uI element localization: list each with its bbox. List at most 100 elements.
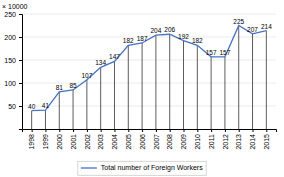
x-tick: 2004 xyxy=(111,129,118,150)
x-tick: 2012 xyxy=(222,129,229,150)
stem xyxy=(183,41,184,129)
stem xyxy=(100,67,101,129)
x-tick-mark xyxy=(101,129,102,132)
x-tick-mark xyxy=(253,129,254,132)
y-tick-mark xyxy=(19,60,22,61)
x-tick-label: 2009 xyxy=(180,134,187,150)
data-label: 157 xyxy=(206,49,217,56)
x-tick-mark xyxy=(239,129,240,132)
stem xyxy=(86,80,87,129)
data-labels: 4041818510713414718218720420619218215715… xyxy=(28,18,272,110)
marks xyxy=(32,26,267,130)
data-label: 214 xyxy=(261,23,272,30)
x-tick-mark xyxy=(225,129,226,132)
data-label: 157 xyxy=(219,49,230,56)
x-tick-label: 2003 xyxy=(97,134,104,150)
x-tick: 2001 xyxy=(70,129,77,150)
y-tick-mark xyxy=(19,14,22,15)
data-label: 134 xyxy=(95,59,106,66)
data-label: 81 xyxy=(56,84,64,91)
x-tick-mark xyxy=(128,129,129,132)
y-tick-mark xyxy=(19,106,22,107)
data-label: 107 xyxy=(81,72,92,79)
data-label: 207 xyxy=(247,26,258,33)
x-tick-label: 2015 xyxy=(263,134,270,150)
x-tick: 2009 xyxy=(180,129,187,150)
x-tick: 1998 xyxy=(28,129,35,150)
x-tick: 2007 xyxy=(153,129,160,150)
y-tick-label: 250 xyxy=(4,11,16,18)
data-label: 41 xyxy=(42,102,50,109)
x-tick-mark xyxy=(73,129,74,132)
y-tick-label: 50 xyxy=(8,103,16,110)
x-tick-mark xyxy=(87,129,88,132)
stem xyxy=(45,110,46,129)
x-tick-label: 2007 xyxy=(153,134,160,150)
stem xyxy=(128,45,129,129)
grid-line xyxy=(22,60,276,61)
x-tick-mark xyxy=(142,129,143,132)
data-label: 187 xyxy=(137,35,148,42)
y-axis: 50 100 150 200 250 xyxy=(4,11,22,130)
stem xyxy=(142,43,143,129)
x-tick-mark xyxy=(266,129,267,132)
x-tick: 2003 xyxy=(97,129,104,150)
x-axis-line xyxy=(23,130,277,133)
y-tick-mark xyxy=(19,37,22,38)
x-axis: 1998199920002001200220032004200520062007… xyxy=(23,129,277,150)
x-tick: 2015 xyxy=(263,129,270,150)
x-tick-mark xyxy=(197,129,198,132)
x-tick-label: 2011 xyxy=(208,134,215,149)
legend-box xyxy=(78,161,206,175)
x-tick-label: 2008 xyxy=(166,134,173,150)
legend-swatch xyxy=(81,167,97,168)
grid-line xyxy=(22,106,276,107)
data-label: 206 xyxy=(164,26,175,33)
x-tick-mark xyxy=(114,129,115,132)
data-label: 182 xyxy=(192,37,203,44)
grid-line xyxy=(22,14,276,15)
legend-item: Total number of Foreign Workers xyxy=(81,164,203,172)
x-tick: 2006 xyxy=(139,129,146,150)
y-tick: 50 xyxy=(8,103,22,110)
x-tick: 2008 xyxy=(166,129,173,150)
x-tick-label: 2001 xyxy=(70,134,77,150)
plot: 1998199920002001200220032004200520062007… xyxy=(4,11,276,150)
x-tick: 2000 xyxy=(56,129,63,150)
x-tick: 2002 xyxy=(84,129,91,150)
stem xyxy=(155,35,156,129)
x-tick: 2013 xyxy=(235,129,242,150)
y-tick-label: 200 xyxy=(4,34,16,41)
x-tick-mark xyxy=(59,129,60,132)
data-label: 85 xyxy=(69,82,77,89)
y-tick-label: 100 xyxy=(4,80,16,87)
x-tick-mark xyxy=(211,129,212,132)
data-label: 225 xyxy=(233,18,244,25)
stem xyxy=(252,34,253,129)
legend-label: Total number of Foreign Workers xyxy=(101,164,203,172)
x-tick-label: 2005 xyxy=(125,134,132,150)
x-tick: 2014 xyxy=(249,129,256,150)
stem xyxy=(73,90,74,129)
chart: 1998199920002001200220032004200520062007… xyxy=(0,0,284,177)
x-tick-label: 2006 xyxy=(139,134,146,150)
x-tick-label: 2010 xyxy=(194,134,201,150)
x-tick-mark xyxy=(156,129,157,132)
data-label: 40 xyxy=(28,103,36,110)
stem xyxy=(169,34,170,129)
y-tick: 200 xyxy=(4,34,22,41)
y-tick: 150 xyxy=(4,57,22,64)
x-tick-label: 2004 xyxy=(111,134,118,150)
x-tick-label: 2013 xyxy=(235,134,242,150)
data-label: 147 xyxy=(109,53,120,60)
stem xyxy=(224,57,225,129)
data-label: 192 xyxy=(178,33,189,40)
y-tick-mark xyxy=(19,83,22,84)
y-axis-line xyxy=(19,15,23,130)
x-tick-label: 2014 xyxy=(249,134,256,150)
x-tick-mark xyxy=(32,129,33,132)
line xyxy=(32,26,267,111)
y-axis-title: × 10000 xyxy=(2,3,28,10)
y-tick-label: 150 xyxy=(4,57,16,64)
x-tick: 2011 xyxy=(208,129,215,149)
